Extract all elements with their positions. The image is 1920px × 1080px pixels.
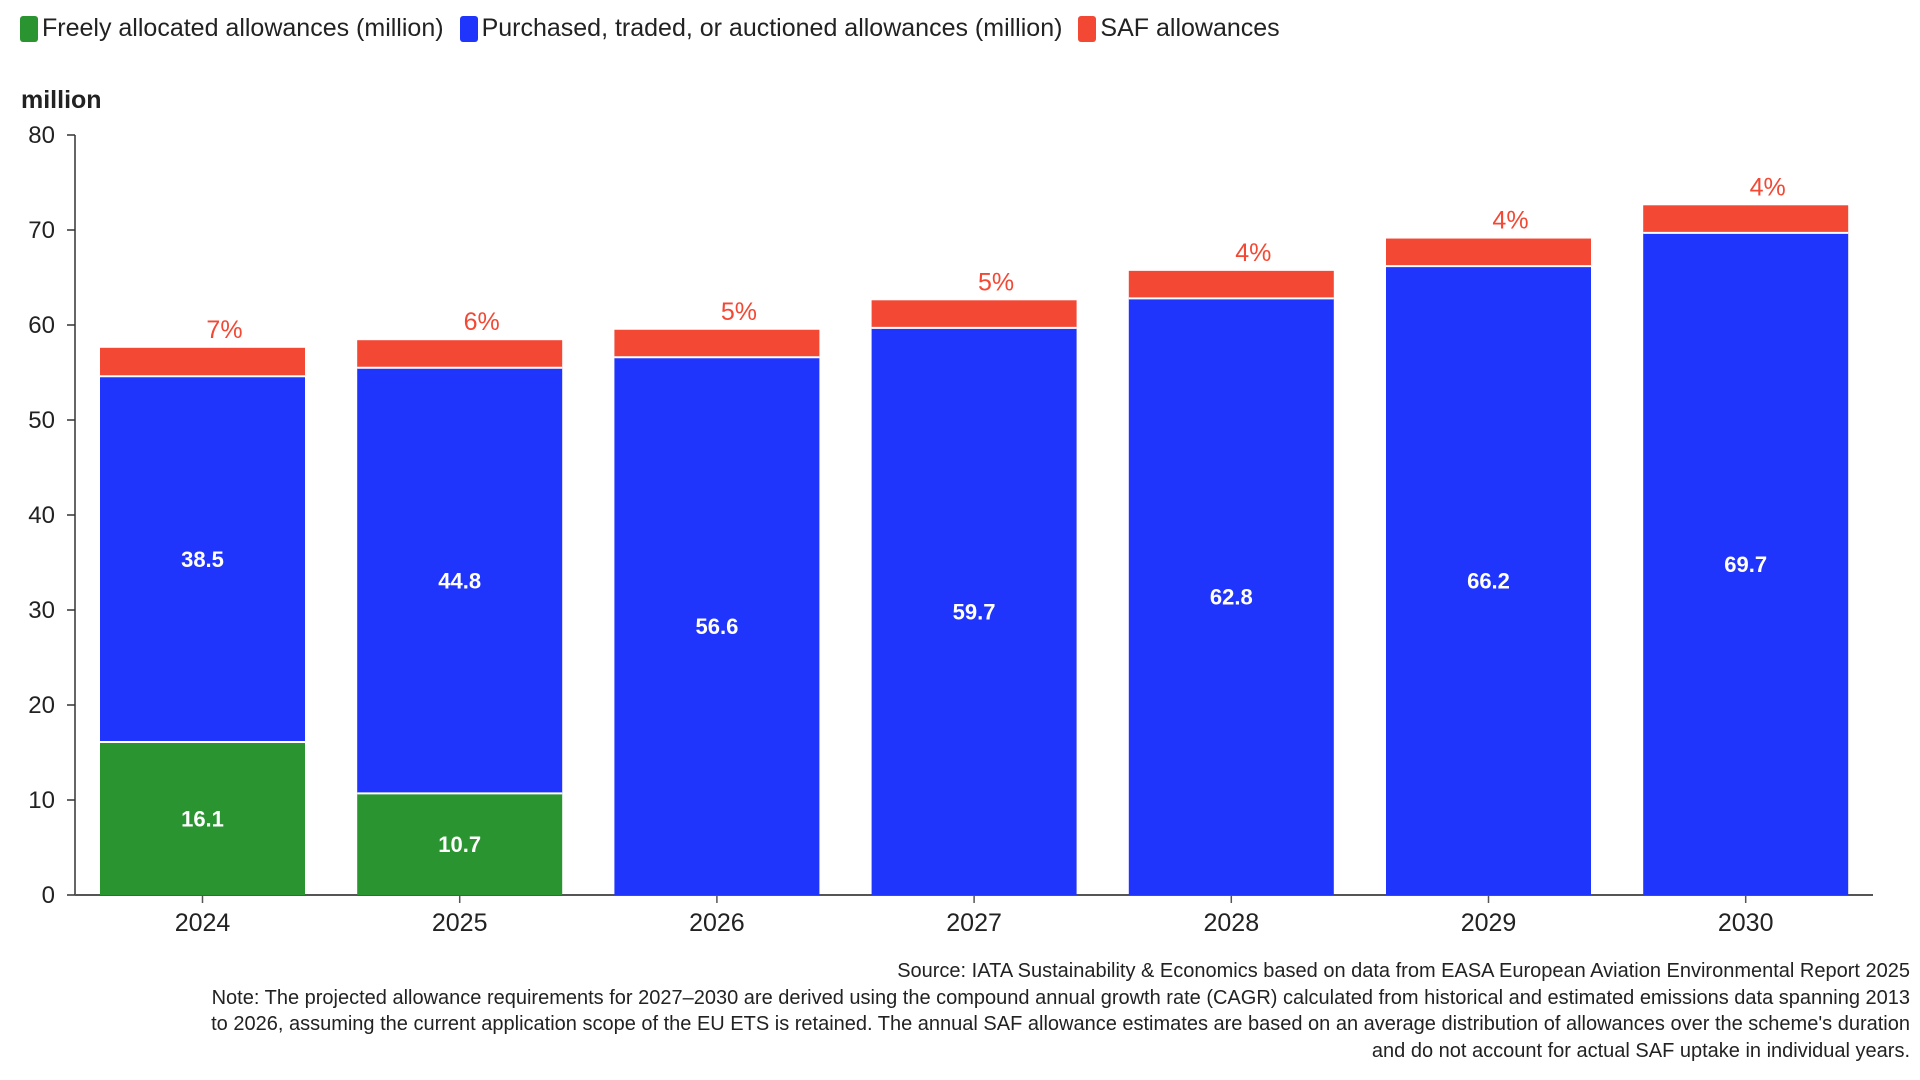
bar-segment [1386, 238, 1591, 267]
x-tick-label: 2030 [1718, 909, 1774, 937]
note-line: and do not account for actual SAF uptake… [1371, 1039, 1910, 1062]
bar-segment [614, 357, 820, 895]
bar-value-label: 69.7 [1724, 552, 1767, 577]
note-line: Note: The projected allowance requiremen… [211, 986, 1910, 1009]
x-tick-label: 2024 [175, 909, 231, 937]
bar-segment [1643, 232, 1849, 896]
bar-segment [1386, 266, 1591, 896]
bar-value-label: 66.2 [1467, 569, 1510, 594]
legend-swatch [459, 15, 478, 42]
y-tick-label: 50 [28, 407, 55, 434]
bar-segment [1128, 298, 1334, 895]
legend-swatch [20, 15, 38, 42]
bar-segment [1128, 270, 1334, 299]
bar-segment [357, 367, 563, 794]
saf-share-label: 4% [1750, 173, 1786, 201]
x-tick-label: 2025 [432, 909, 488, 937]
saf-share-label: 4% [1235, 239, 1271, 267]
bar-value-label: 44.8 [438, 569, 481, 594]
legend-item-purchased: Purchased, traded, or auctioned allowanc… [459, 14, 1063, 43]
legend-item-saf: SAF allowances [1078, 14, 1280, 43]
y-tick-label: 70 [28, 217, 55, 244]
legend-label: SAF allowances [1100, 14, 1280, 42]
bar-segment [1643, 205, 1849, 233]
bar-segment [100, 376, 305, 743]
y-tick-label: 0 [42, 882, 55, 909]
source-text: Source: IATA Sustainability & Economics … [897, 960, 1910, 982]
saf-share-label: 5% [721, 298, 757, 326]
bar-value-label: 38.5 [181, 547, 224, 572]
saf-share-label: 7% [206, 316, 242, 344]
chart-legend: Freely allocated allowances (million) Pu… [20, 14, 1280, 43]
x-tick-label: 2026 [689, 909, 745, 937]
y-tick-label: 60 [28, 312, 55, 339]
bar-segment [614, 329, 820, 358]
bar-value-label: 62.8 [1210, 585, 1253, 610]
bar-segment [357, 793, 563, 895]
legend-item-freely-allocated: Freely allocated allowances (million) [20, 14, 444, 43]
x-tick-label: 2027 [946, 909, 1002, 937]
saf-share-label: 6% [464, 308, 500, 336]
bar-segment [100, 347, 305, 377]
legend-swatch [1078, 15, 1097, 42]
y-axis-label: million [21, 86, 102, 114]
y-tick-label: 30 [28, 597, 55, 624]
bar-segment [100, 742, 305, 895]
bar-segment [871, 327, 1077, 896]
y-tick-label: 20 [28, 692, 55, 719]
stacked-bar-chart: 0102030405060708016.138.57%202410.744.86… [28, 122, 1873, 937]
x-tick-label: 2028 [1203, 909, 1259, 937]
bar-segment [357, 340, 563, 368]
bar-value-label: 59.7 [953, 599, 996, 624]
bar-value-label: 16.1 [181, 807, 224, 832]
bar-value-label: 10.7 [438, 832, 481, 857]
saf-share-label: 5% [978, 268, 1014, 296]
bar-segment [871, 300, 1077, 328]
bar-value-label: 56.6 [695, 614, 738, 639]
legend-label: Purchased, traded, or auctioned allowanc… [481, 14, 1063, 42]
y-tick-label: 10 [28, 787, 55, 814]
x-tick-label: 2029 [1461, 909, 1517, 937]
saf-share-label: 4% [1492, 207, 1528, 235]
y-tick-label: 80 [28, 122, 55, 149]
y-tick-label: 40 [28, 502, 55, 529]
note-line: to 2026, assuming the current applicatio… [211, 1013, 1910, 1035]
legend-label: Freely allocated allowances (million) [42, 14, 444, 42]
chart-notes: Source: IATA Sustainability & Economics … [10, 958, 1910, 1064]
